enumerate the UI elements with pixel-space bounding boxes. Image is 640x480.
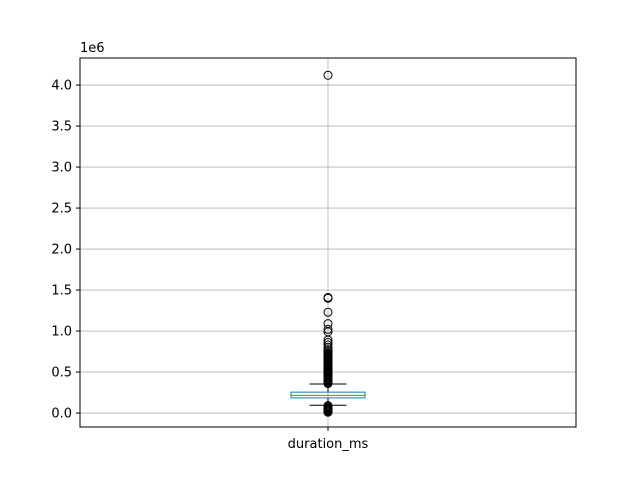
- outlier-point: [323, 338, 333, 348]
- y-tick-label: 1.5: [51, 284, 72, 299]
- y-tick-label: 0.5: [51, 366, 72, 381]
- y-tick-label: 0.0: [51, 407, 72, 422]
- x-tick-label: duration_ms: [288, 437, 369, 452]
- y-tick-label: 4.0: [51, 79, 72, 94]
- y-tick-label: 2.0: [51, 243, 72, 258]
- outlier-point: [323, 342, 333, 352]
- y-tick-label: 3.0: [51, 161, 72, 176]
- outlier-point: [323, 401, 333, 411]
- y-tick-label: 2.5: [51, 202, 72, 217]
- outlier-point: [323, 345, 333, 355]
- outlier-point: [323, 70, 333, 80]
- outlier-point: [323, 324, 333, 334]
- y-tick-label: 3.5: [51, 120, 72, 135]
- outlier-point: [323, 340, 333, 350]
- y-axis-ticks: 0.0 0.5 1.0 1.5 2.0 2.5 3.0 3.5 4.0: [51, 79, 80, 422]
- outlier-point: [323, 319, 333, 329]
- outlier-point: [323, 292, 333, 302]
- y-tick-label: 1.0: [51, 325, 72, 340]
- y-offset-label: 1e6: [80, 41, 105, 56]
- outlier-point: [323, 307, 333, 317]
- outlier-points: [323, 70, 333, 417]
